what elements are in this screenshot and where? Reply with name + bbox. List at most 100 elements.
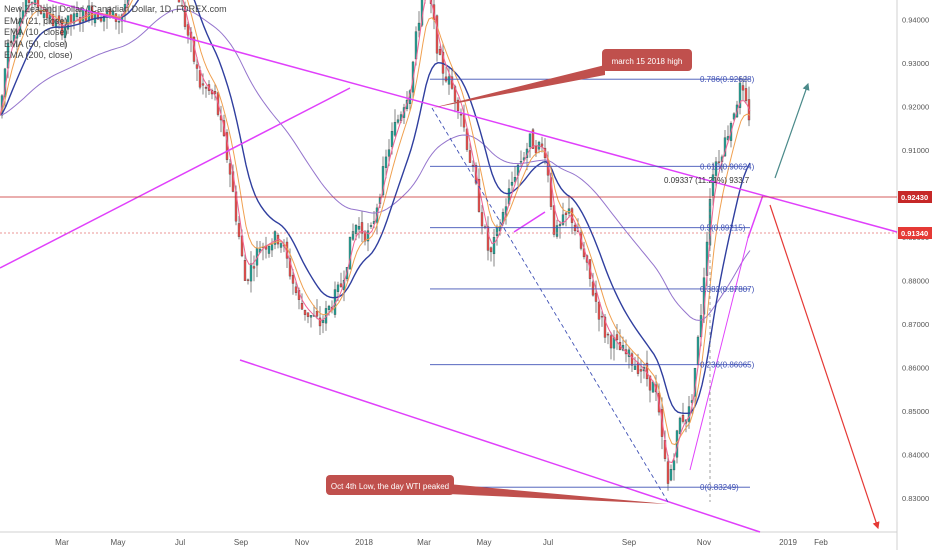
candle-body [519, 161, 523, 163]
candle-body [279, 243, 283, 248]
candle-body [294, 286, 298, 293]
ema50-line [0, 0, 751, 414]
candle-body [615, 334, 619, 341]
measure-label: 0.09337 (11.21%) 933.7 [664, 176, 750, 185]
candle-body [531, 129, 535, 149]
candle-body [354, 225, 358, 234]
candle-body [369, 225, 373, 227]
candle-body [600, 315, 604, 318]
candle-body [633, 365, 637, 370]
price-tick-label: 0.85000 [902, 407, 929, 416]
candle-body [99, 18, 103, 22]
callout-box-high [602, 49, 692, 71]
fib-level-label: 0.618(0.90624) [700, 162, 755, 171]
candle-body [486, 226, 490, 251]
candle-body [714, 161, 718, 176]
price-tick-label: 0.86000 [902, 364, 929, 373]
candle-body [738, 82, 742, 108]
candle-body [177, 0, 181, 3]
ema10-line [0, 0, 751, 464]
ema200-line [0, 8, 751, 321]
price-tag-bg [898, 191, 932, 203]
candle-body [477, 178, 481, 212]
candle-body [438, 49, 442, 55]
candle-body [711, 174, 715, 196]
candle-body [528, 133, 532, 148]
candle-body [489, 247, 493, 253]
candle-body [327, 305, 331, 310]
candle-body [252, 266, 256, 269]
candle-body [36, 0, 40, 8]
candle-body [33, 0, 37, 5]
candle-body [303, 309, 307, 315]
candle-body [447, 76, 451, 85]
candle-body [318, 317, 322, 327]
candle-body [42, 13, 46, 18]
candle-body [534, 145, 538, 154]
candle-body [102, 16, 106, 22]
candle-body [243, 260, 247, 281]
candle-body [564, 212, 568, 215]
candle-body [270, 244, 274, 251]
candle-body [336, 284, 340, 292]
candle-body [201, 83, 205, 86]
price-tag-label: 0.91340 [901, 229, 928, 238]
legend-ema50: EMA (50, close) [4, 38, 68, 49]
rising-support-line [689, 237, 749, 471]
fib-level-label: 0.382(0.87807) [700, 285, 755, 294]
candle-body [669, 469, 673, 481]
candle-body [249, 263, 253, 282]
candle-body [678, 417, 682, 434]
legend: New Zealand Dollar / Canadian Dollar, 1D… [4, 4, 227, 62]
trendline-support [0, 87, 351, 269]
candle-body [306, 312, 310, 317]
candle-body [246, 279, 250, 281]
time-tick-label: May [476, 538, 491, 547]
candle-body [195, 64, 199, 69]
callout-pointer-high [432, 65, 605, 108]
candle-body [744, 88, 748, 101]
candle-body [288, 258, 292, 277]
legend-ema21: EMA (21, close) [4, 15, 68, 26]
candle-body [513, 177, 517, 182]
candle-body [348, 236, 352, 270]
price-tick-label: 0.94000 [902, 16, 929, 25]
channel-upper-line [47, 0, 898, 233]
time-tick-label: Sep [234, 538, 249, 547]
price-tag-label: 0.92430 [901, 193, 928, 202]
candle-body [609, 335, 613, 349]
price-tick-label: 0.88000 [902, 277, 929, 286]
candle-body [732, 113, 736, 120]
candle-body [267, 246, 271, 254]
candle-body [495, 226, 499, 236]
candle-body [204, 87, 208, 89]
channel-lower-line [239, 359, 761, 533]
candle-body [555, 225, 559, 237]
candle-body [351, 231, 355, 240]
candle-body [687, 406, 691, 422]
time-tick-label: Feb [814, 538, 828, 547]
price-tick-label: 0.92000 [902, 103, 929, 112]
candle-body [180, 5, 184, 7]
time-tick-label: Nov [295, 538, 309, 547]
candle-body [390, 131, 394, 147]
candle-body [321, 320, 325, 323]
candle-body [384, 156, 388, 168]
candle-body [357, 226, 361, 230]
candle-body [51, 14, 55, 26]
price-tick-label: 0.91000 [902, 146, 929, 155]
fib-level-label: 0.5(0.89215) [700, 224, 746, 233]
time-tick-label: 2018 [355, 538, 373, 547]
price-tick-label: 0.93000 [902, 59, 929, 68]
bullish-projection-arrow [774, 82, 810, 179]
candle-body [561, 214, 565, 225]
candle-body [603, 316, 607, 338]
candle-body [456, 99, 460, 111]
candle-body [60, 20, 64, 36]
candle-body [417, 22, 421, 31]
legend-ema10: EMA (10, close) [4, 27, 68, 37]
candle-body [681, 415, 685, 422]
candle-body [717, 161, 721, 163]
